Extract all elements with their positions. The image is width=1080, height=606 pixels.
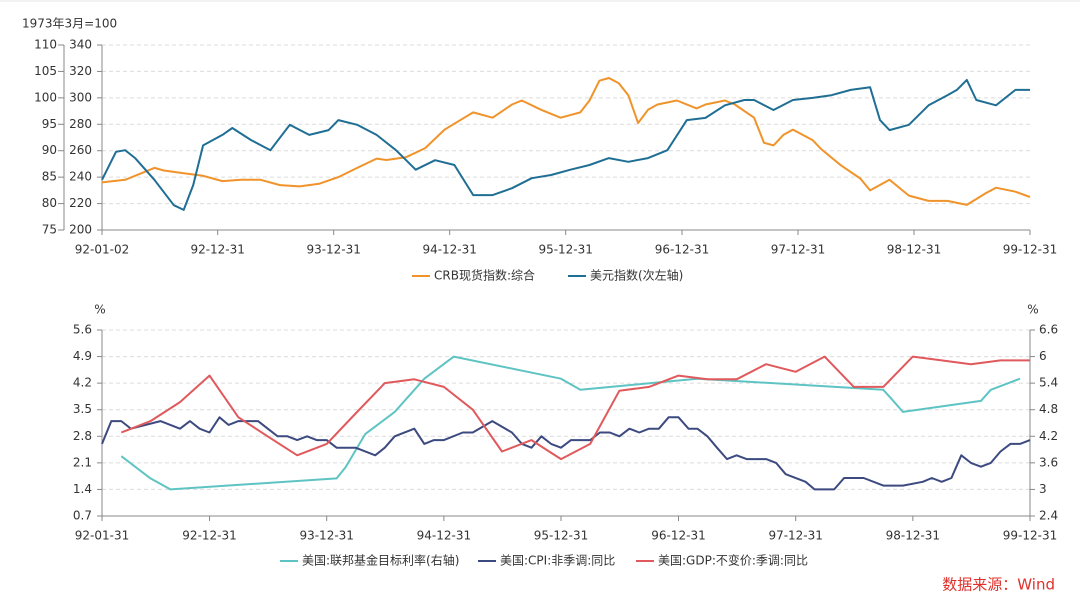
x-tick-label: 95-12-31 [534, 529, 588, 543]
x-tick-label: 92-12-31 [182, 529, 236, 543]
x-tick-label: 97-12-31 [768, 529, 822, 543]
y2-tick-label: 105 [34, 64, 57, 78]
y2-tick-label: 95 [42, 117, 57, 131]
y-tick-label: 5.6 [73, 323, 92, 337]
legend-label: CRB现货指数:综合 [434, 268, 535, 283]
x-tick-label: 92-01-02 [75, 243, 129, 257]
y-tick-label: 220 [69, 196, 92, 210]
y2-tick-label: 75 [42, 223, 57, 237]
x-tick-label: 96-12-31 [651, 529, 705, 543]
y2-tick-label: 3 [1039, 482, 1047, 496]
series-line [101, 78, 1030, 211]
unit-label: 1973年3月=100 [22, 17, 117, 31]
y-tick-label: 3.5 [73, 402, 92, 416]
source: 数据来源：Wind [942, 576, 1055, 594]
x-tick-label: 97-12-31 [771, 243, 825, 257]
series-line [120, 355, 1030, 461]
legend-label: 美国:联邦基金目标利率(右轴) [302, 553, 459, 568]
y-tick-label: 320 [69, 64, 92, 78]
x-tick-label: 98-12-31 [886, 529, 940, 543]
y-tick-label: 2.1 [73, 455, 92, 469]
x-tick-label: 93-12-31 [306, 243, 360, 257]
y2-tick-label: 4.2 [1039, 429, 1058, 443]
series-line [101, 77, 1031, 206]
y-tick-label: 200 [69, 223, 92, 237]
x-tick-label: 94-12-31 [422, 243, 476, 257]
legend-label: 美国:CPI:非季调:同比 [500, 554, 615, 568]
legend-label: 美国:GDP:不变价:季调:同比 [658, 553, 808, 568]
y2-tick-label: 5.4 [1039, 376, 1058, 390]
x-tick-label: 93-12-31 [299, 529, 353, 543]
legend-label: 美元指数(次左轴) [590, 268, 683, 283]
y2-unit: % [1027, 303, 1038, 317]
y-tick-label: 280 [69, 117, 92, 131]
y2-tick-label: 80 [42, 196, 57, 210]
y-tick-label: 2.8 [73, 429, 92, 443]
y2-tick-label: 3.6 [1039, 455, 1058, 469]
y-tick-label: 240 [69, 170, 92, 184]
y-tick-label: 260 [69, 143, 92, 157]
y2-tick-label: 100 [34, 90, 57, 104]
x-tick-label: 95-12-31 [538, 243, 592, 257]
y2-tick-label: 85 [42, 170, 57, 184]
x-tick-label: 92-01-31 [75, 529, 129, 543]
y-tick-label: 0.7 [73, 509, 92, 523]
y-unit: % [94, 303, 105, 317]
series-line [101, 416, 1031, 491]
y2-tick-label: 6.6 [1039, 323, 1058, 337]
y2-tick-label: 6 [1039, 349, 1047, 363]
x-tick-label: 94-12-31 [417, 529, 471, 543]
y-tick-label: 300 [69, 90, 92, 104]
x-tick-label: 99-12-31 [1003, 243, 1057, 257]
y2-tick-label: 4.8 [1039, 402, 1058, 416]
x-tick-label: 99-12-31 [1003, 529, 1057, 543]
y2-tick-label: 110 [34, 38, 57, 52]
y-tick-label: 4.9 [73, 349, 92, 363]
series-line [120, 355, 1021, 491]
y-tick-label: 340 [69, 38, 92, 52]
x-tick-label: 92-12-31 [190, 243, 244, 257]
y-tick-label: 4.2 [73, 376, 92, 390]
y2-tick-label: 90 [42, 143, 57, 157]
y2-tick-label: 2.4 [1039, 509, 1058, 523]
y-tick-label: 1.4 [73, 482, 92, 496]
x-tick-label: 98-12-31 [887, 243, 941, 257]
x-tick-label: 96-12-31 [655, 243, 709, 257]
